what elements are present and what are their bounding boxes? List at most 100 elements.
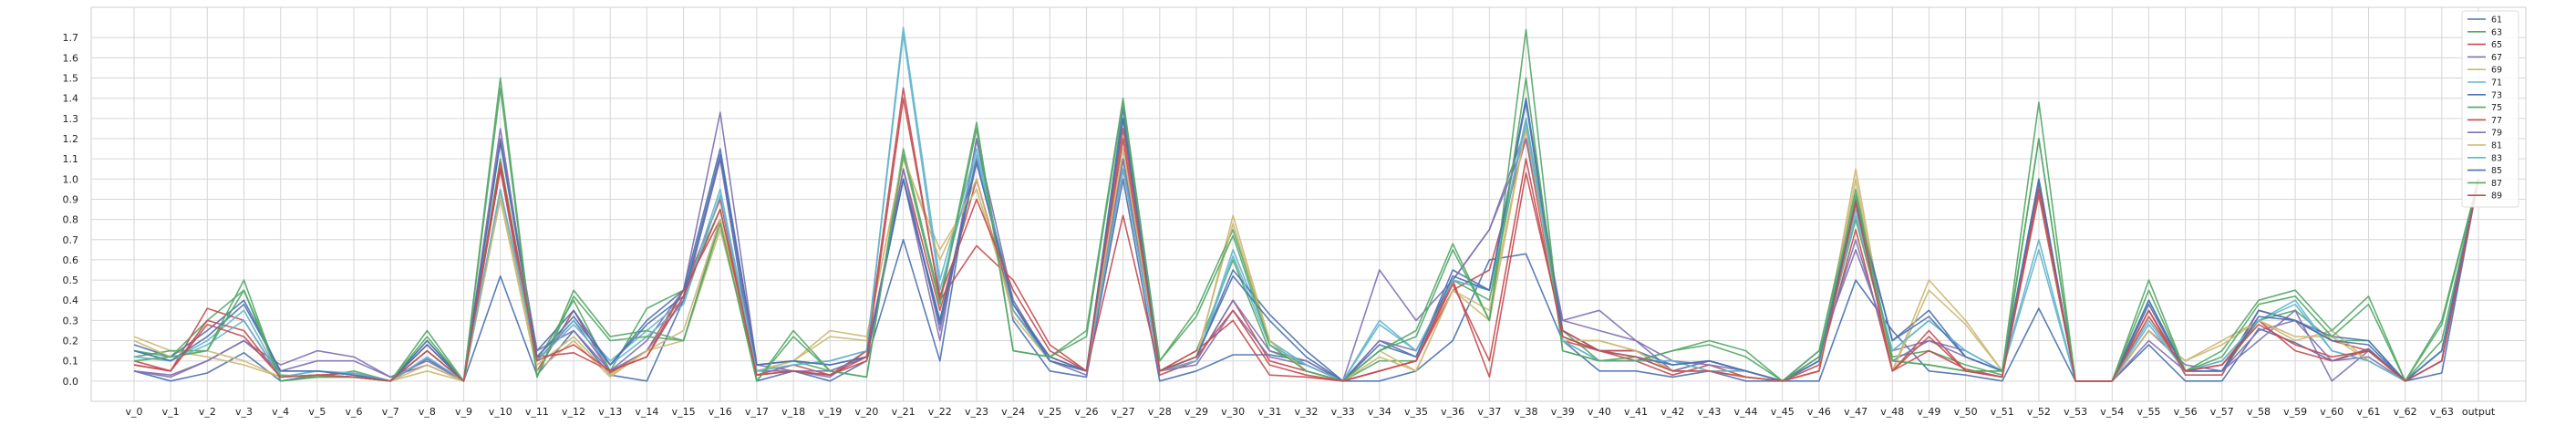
legend-box — [2461, 10, 2519, 208]
x-tick-label: v_23 — [965, 406, 988, 418]
y-tick-label: 1.6 — [63, 52, 79, 64]
y-tick-label: 1.3 — [63, 113, 79, 125]
x-tick-label: v_19 — [818, 406, 842, 418]
legend-label-61: 61 — [2491, 16, 2502, 26]
y-tick-label: 0.4 — [63, 295, 79, 306]
y-tick-label: 0.1 — [63, 356, 79, 368]
x-tick-label: v_5 — [308, 406, 326, 418]
x-tick-label: v_62 — [2394, 406, 2417, 418]
legend-label-67: 67 — [2491, 53, 2502, 63]
y-tick-label: 0.9 — [63, 193, 79, 205]
legend-label-77: 77 — [2491, 116, 2502, 126]
x-tick-label: v_58 — [2247, 406, 2271, 418]
y-tick-label: 0.8 — [63, 214, 79, 226]
x-tick-label: output — [2462, 406, 2496, 418]
y-tick-label: 0.6 — [63, 254, 79, 266]
x-tick-label: v_14 — [635, 406, 658, 418]
x-tick-label: v_53 — [2064, 406, 2087, 418]
y-tick-label: 1.0 — [63, 173, 79, 185]
x-tick-label: v_39 — [1551, 406, 1575, 418]
x-tick-label: v_50 — [1954, 406, 1978, 418]
x-tick-label: v_11 — [525, 406, 549, 418]
x-tick-label: v_52 — [2027, 406, 2051, 418]
y-tick-label: 0.0 — [63, 376, 79, 388]
x-axis-ticks: v_0 v_1 v_2 v_3 v_4 v_5 v_6 v_7 v_8 v_9 v_10 v_11 v_… — [125, 406, 2495, 418]
x-tick-label: v_0 — [125, 406, 142, 418]
x-tick-label: v_31 — [1257, 406, 1281, 418]
legend-label-63: 63 — [2491, 27, 2502, 37]
chart-series — [133, 26, 2479, 382]
x-tick-label: v_15 — [672, 406, 696, 418]
y-tick-label: 1.5 — [63, 73, 79, 85]
x-tick-label: v_1 — [162, 406, 180, 418]
legend-label-87: 87 — [2491, 179, 2502, 189]
x-tick-label: v_41 — [1624, 406, 1648, 418]
x-tick-label: v_9 — [455, 406, 472, 418]
x-tick-label: v_55 — [2136, 406, 2160, 418]
x-tick-label: v_16 — [709, 406, 732, 418]
x-tick-label: v_36 — [1441, 406, 1464, 418]
x-tick-label: v_34 — [1368, 406, 1391, 418]
x-tick-label: v_13 — [598, 406, 622, 418]
x-tick-label: v_6 — [346, 406, 363, 418]
y-tick-label: 0.7 — [63, 234, 79, 246]
x-tick-label: v_44 — [1734, 406, 1758, 418]
x-tick-label: v_12 — [562, 406, 585, 418]
x-tick-label: v_17 — [745, 406, 769, 418]
y-tick-label: 0.3 — [63, 315, 79, 327]
x-tick-label: v_27 — [1112, 406, 1135, 418]
x-tick-label: v_40 — [1588, 406, 1611, 418]
x-tick-label: v_60 — [2320, 406, 2343, 418]
x-tick-label: v_49 — [1917, 406, 1940, 418]
plot-border — [90, 6, 2527, 402]
legend-label-79: 79 — [2491, 129, 2502, 139]
x-tick-label: v_21 — [892, 406, 916, 418]
x-tick-label: v_32 — [1294, 406, 1318, 418]
x-tick-label: v_7 — [382, 406, 399, 418]
x-tick-label: v_45 — [1771, 406, 1795, 418]
x-tick-label: v_20 — [854, 406, 878, 418]
x-tick-label: v_46 — [1807, 406, 1831, 418]
x-tick-label: v_54 — [2100, 406, 2124, 418]
x-tick-label: v_30 — [1221, 406, 1245, 418]
x-tick-label: v_63 — [2430, 406, 2454, 418]
x-tick-label: v_59 — [2283, 406, 2307, 418]
y-tick-label: 0.2 — [63, 336, 79, 347]
x-tick-label: v_28 — [1148, 406, 1172, 418]
x-tick-label: v_51 — [1991, 406, 2014, 418]
x-tick-label: v_25 — [1038, 406, 1061, 418]
legend-label-81: 81 — [2491, 141, 2502, 151]
x-tick-label: v_48 — [1880, 406, 1904, 418]
y-tick-label: 0.5 — [63, 275, 79, 286]
x-tick-label: v_26 — [1074, 406, 1098, 418]
legend-label-73: 73 — [2491, 90, 2502, 100]
x-tick-label: v_2 — [199, 406, 216, 418]
x-tick-label: v_57 — [2210, 406, 2234, 418]
legend-label-65: 65 — [2491, 40, 2502, 50]
x-tick-label: v_47 — [1844, 406, 1867, 418]
x-tick-label: v_43 — [1697, 406, 1721, 418]
x-tick-label: v_56 — [2174, 406, 2198, 418]
legend-label-85: 85 — [2491, 166, 2502, 176]
x-tick-label: v_10 — [489, 406, 512, 418]
x-tick-label: v_35 — [1404, 406, 1428, 418]
x-tick-label: v_4 — [272, 406, 289, 418]
y-tick-label: 1.1 — [63, 153, 79, 165]
y-tick-label: 1.7 — [63, 32, 79, 44]
x-tick-label: v_33 — [1331, 406, 1355, 418]
legend-label-83: 83 — [2491, 153, 2502, 163]
series-line-89 — [133, 97, 2479, 382]
legend-label-75: 75 — [2491, 103, 2502, 113]
x-tick-label: v_61 — [2356, 406, 2380, 418]
y-tick-label: 1.4 — [63, 93, 79, 105]
x-tick-label: v_18 — [781, 406, 805, 418]
x-tick-label: v_24 — [1001, 406, 1025, 418]
x-tick-label: v_8 — [419, 406, 436, 418]
x-tick-label: v_29 — [1185, 406, 1208, 418]
x-tick-label: v_37 — [1477, 406, 1501, 418]
y-tick-label: 1.2 — [63, 133, 79, 145]
y-axis-ticks: 0.0 0.1 0.2 0.3 0.4 0.5 0.6 0.7 0.8 0.9 1.0 1.1 1.2 1… — [63, 32, 79, 388]
legend-label-89: 89 — [2491, 192, 2502, 202]
x-tick-label: v_38 — [1515, 406, 1538, 418]
